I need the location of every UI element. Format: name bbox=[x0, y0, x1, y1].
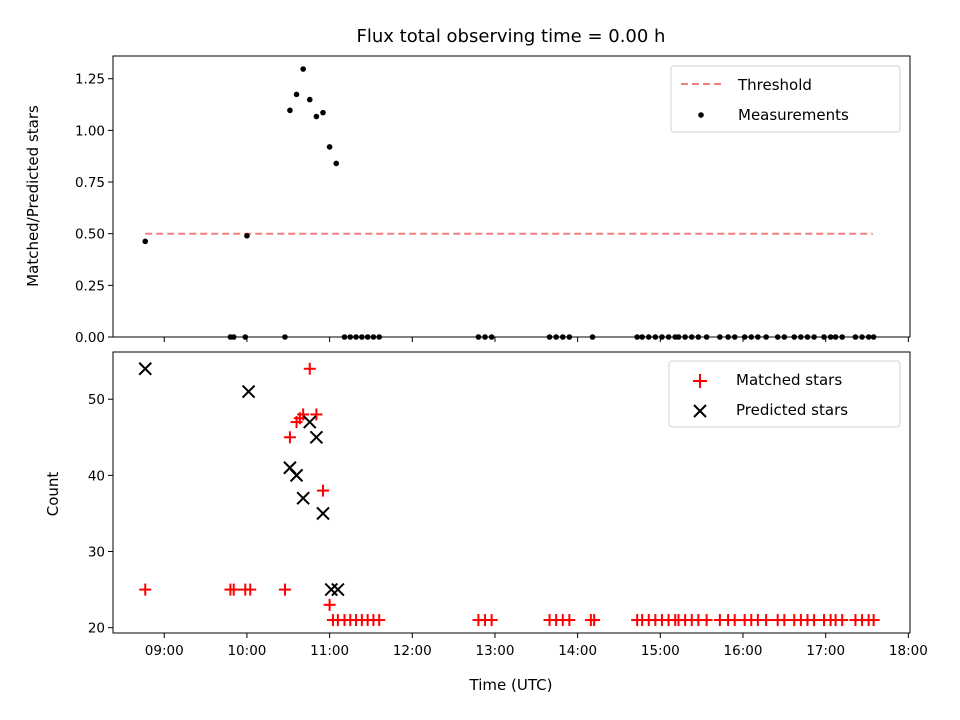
bottom-y-ticks: 20 30 40 50 bbox=[88, 392, 113, 637]
predicted-star-point bbox=[303, 415, 317, 429]
bottom-legend: Matched stars Predicted stars bbox=[668, 360, 901, 428]
top-y-axis-label: Matched/Predicted stars bbox=[24, 105, 42, 287]
top-ytick-label: 0.25 bbox=[75, 278, 105, 294]
measurements-legend-label: Measurements bbox=[738, 106, 849, 124]
top-ytick-label: 0.75 bbox=[75, 175, 105, 191]
top-legend: Threshold Measurements bbox=[670, 65, 901, 133]
predicted-star-point bbox=[289, 468, 304, 483]
top-legend-box bbox=[670, 65, 901, 133]
matched-star-point bbox=[139, 583, 152, 596]
measurement-point bbox=[313, 113, 320, 120]
bottom-xtick-label: 15:00 bbox=[641, 643, 680, 659]
matched-star-point bbox=[283, 431, 296, 444]
flux-ratio-panel: Flux total observing time = 0.00 h Match… bbox=[24, 26, 911, 346]
bottom-plot-area bbox=[138, 362, 880, 627]
predicted-legend-swatch bbox=[693, 404, 707, 418]
bottom-x-ticks: 09:00 10:00 11:00 12:00 13:00 14:00 15:00 16:00… bbox=[145, 633, 928, 659]
bottom-xtick-label: 14:00 bbox=[558, 643, 597, 659]
bottom-xtick-label: 18:00 bbox=[889, 643, 928, 659]
predicted-stars-series bbox=[138, 362, 345, 597]
bottom-xtick-label: 12:00 bbox=[393, 643, 432, 659]
matched-star-point bbox=[297, 408, 310, 421]
bottom-y-axis-label: Count bbox=[44, 472, 62, 517]
star-count-panel: Count Time (UTC) 20 30 40 50 09:00 10:00 11:0… bbox=[44, 351, 928, 694]
top-ytick-label: 1.00 bbox=[75, 123, 105, 139]
predicted-star-point bbox=[331, 582, 345, 597]
measurement-point bbox=[300, 66, 306, 72]
measurement-point bbox=[293, 91, 300, 98]
measurements-series bbox=[142, 66, 877, 340]
measurements-legend-swatch bbox=[698, 112, 704, 118]
bottom-xtick-label: 11:00 bbox=[310, 643, 349, 659]
matched-star-point bbox=[485, 614, 498, 627]
matched-stars-series bbox=[139, 362, 880, 627]
bottom-xtick-label: 10:00 bbox=[227, 643, 266, 659]
bottom-axes-frame bbox=[112, 351, 911, 634]
matched-legend-swatch bbox=[693, 374, 707, 388]
bottom-legend-box bbox=[668, 360, 901, 428]
matched-star-point bbox=[303, 362, 316, 375]
measurement-point bbox=[320, 109, 326, 116]
measurement-point bbox=[306, 96, 313, 103]
matched-star-point bbox=[244, 583, 257, 596]
bottom-xtick-label: 16:00 bbox=[724, 643, 763, 659]
predicted-star-point bbox=[138, 362, 152, 376]
bottom-xtick-label: 09:00 bbox=[145, 643, 184, 659]
threshold-legend-label: Threshold bbox=[737, 76, 812, 94]
top-y-ticks: 0.00 0.25 0.50 0.75 1.00 1.25 bbox=[75, 72, 113, 346]
matched-legend-label: Matched stars bbox=[736, 371, 842, 389]
bottom-xtick-label: 13:00 bbox=[476, 643, 515, 659]
x-axis-label: Time (UTC) bbox=[469, 676, 553, 694]
predicted-star-point bbox=[316, 506, 330, 521]
matched-star-point bbox=[867, 614, 880, 627]
matched-star-point bbox=[700, 614, 713, 627]
measurement-point bbox=[333, 160, 340, 167]
bottom-ytick-label: 40 bbox=[88, 468, 105, 484]
predicted-star-point bbox=[309, 430, 324, 444]
matched-star-point bbox=[227, 583, 240, 596]
matched-star-point bbox=[563, 614, 576, 627]
bottom-ytick-label: 20 bbox=[88, 621, 105, 637]
bottom-xtick-label: 17:00 bbox=[806, 643, 845, 659]
top-ytick-label: 0.00 bbox=[75, 330, 105, 346]
predicted-star-point bbox=[296, 491, 310, 505]
predicted-legend-label: Predicted stars bbox=[736, 401, 848, 419]
matched-star-point bbox=[373, 614, 386, 627]
matched-star-point bbox=[316, 484, 329, 497]
measurement-point bbox=[287, 107, 293, 114]
measurement-point bbox=[326, 144, 333, 150]
top-ytick-label: 1.25 bbox=[75, 72, 105, 88]
matched-star-point bbox=[588, 614, 601, 627]
predicted-star-point bbox=[241, 384, 256, 399]
top-ytick-label: 0.50 bbox=[75, 227, 105, 243]
bottom-ytick-label: 30 bbox=[88, 545, 105, 561]
matched-star-point bbox=[836, 614, 849, 627]
matched-star-point bbox=[310, 408, 323, 421]
matched-star-point bbox=[278, 583, 291, 596]
chart-title: Flux total observing time = 0.00 h bbox=[357, 26, 666, 47]
matched-star-point bbox=[323, 598, 336, 611]
measurement-point bbox=[244, 232, 250, 239]
bottom-ytick-label: 50 bbox=[88, 392, 105, 408]
top-axes-frame bbox=[112, 55, 911, 338]
matched-star-point bbox=[760, 614, 773, 627]
top-x-ticks bbox=[163, 337, 909, 342]
measurement-point bbox=[142, 238, 149, 245]
top-plot-area bbox=[142, 66, 877, 340]
